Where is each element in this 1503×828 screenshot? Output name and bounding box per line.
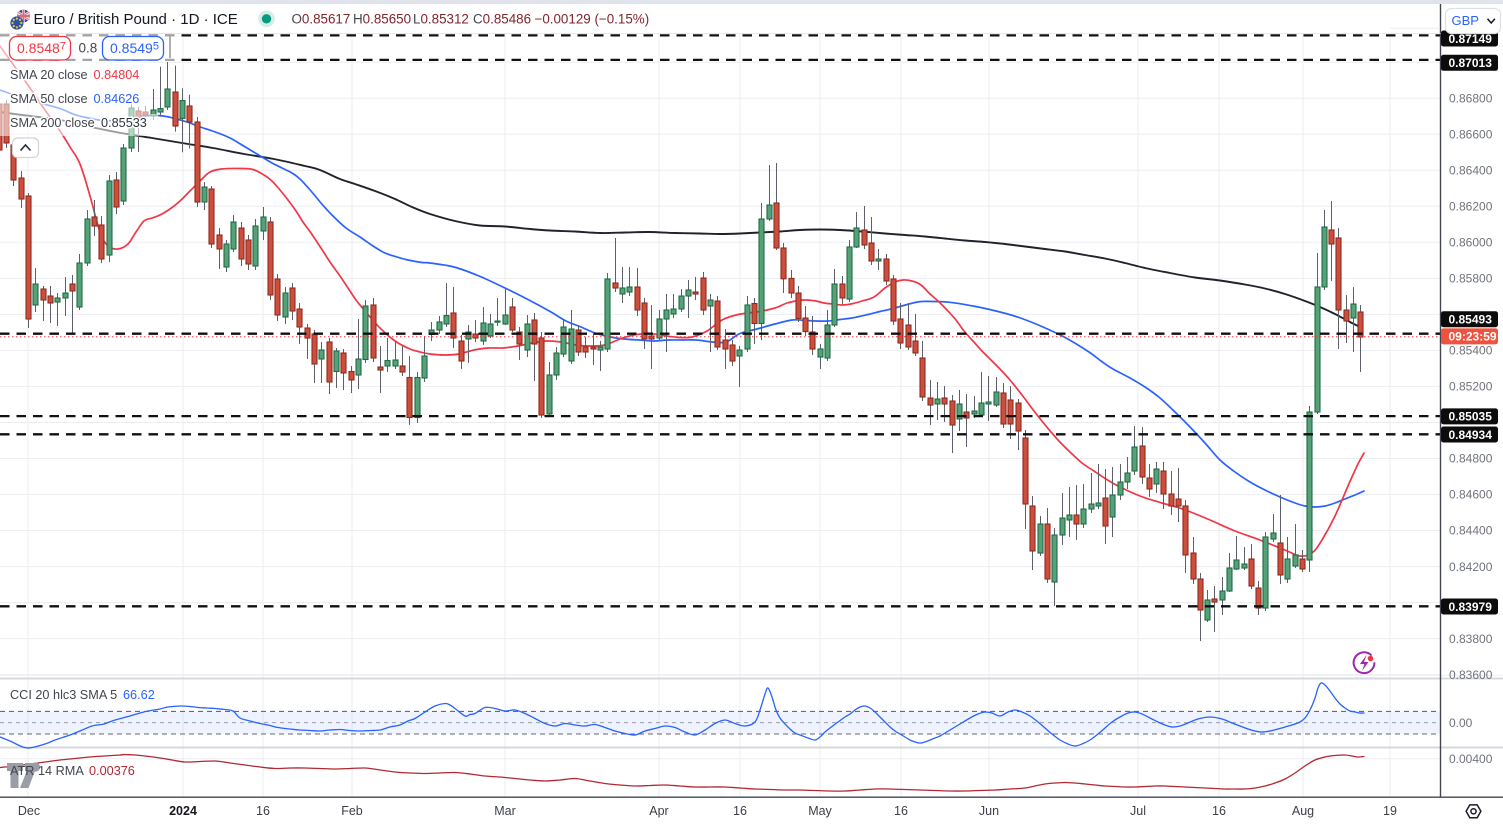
svg-text:09:23:59: 09:23:59: [1449, 330, 1497, 344]
svg-text:16: 16: [733, 804, 747, 818]
svg-text:0.84600: 0.84600: [1449, 488, 1493, 502]
svg-text:SMA 200 close: SMA 200 close: [10, 116, 95, 130]
svg-text:Jul: Jul: [1130, 804, 1146, 818]
svg-text:19: 19: [1383, 804, 1397, 818]
svg-text:0.00400: 0.00400: [1449, 752, 1493, 766]
svg-text:0.83800: 0.83800: [1449, 632, 1493, 646]
svg-text:0.83600: 0.83600: [1449, 668, 1493, 682]
svg-text:H0.85650: H0.85650: [353, 12, 411, 27]
svg-text:Aug: Aug: [1292, 804, 1314, 818]
svg-text:16: 16: [256, 804, 270, 818]
svg-text:0.87149: 0.87149: [1449, 32, 1493, 46]
svg-text:GBP: GBP: [1452, 13, 1479, 28]
svg-text:2024: 2024: [169, 804, 197, 818]
svg-text:0.86000: 0.86000: [1449, 236, 1493, 250]
svg-text:0.00376: 0.00376: [89, 764, 135, 778]
svg-text:Apr: Apr: [649, 804, 668, 818]
svg-text:May: May: [808, 804, 832, 818]
svg-text:0.86600: 0.86600: [1449, 128, 1493, 142]
svg-text:SMA 50 close: SMA 50 close: [10, 92, 88, 106]
svg-text:0.85495: 0.85495: [110, 40, 159, 56]
svg-text:0.85487: 0.85487: [17, 40, 66, 56]
svg-text:Mar: Mar: [494, 804, 516, 818]
svg-text:0.85200: 0.85200: [1449, 380, 1493, 394]
svg-text:16: 16: [894, 804, 908, 818]
svg-text:Jun: Jun: [979, 804, 999, 818]
svg-text:SMA 20 close: SMA 20 close: [10, 68, 88, 82]
svg-text:−0.00129 (−0.15%): −0.00129 (−0.15%): [535, 12, 650, 27]
svg-text:L0.85312: L0.85312: [413, 12, 469, 27]
svg-text:Dec: Dec: [18, 804, 40, 818]
svg-text:Euro / British Pound · 1D · IC: Euro / British Pound · 1D · ICE: [34, 11, 238, 28]
svg-text:0.84800: 0.84800: [1449, 452, 1493, 466]
svg-text:16: 16: [1212, 804, 1226, 818]
svg-text:0.86400: 0.86400: [1449, 164, 1493, 178]
svg-text:0.84934: 0.84934: [1449, 428, 1493, 442]
svg-text:0.85035: 0.85035: [1449, 410, 1493, 424]
svg-text:0.85493: 0.85493: [1449, 313, 1493, 327]
svg-text:0.85400: 0.85400: [1449, 344, 1493, 358]
svg-text:CCI 20 hlc3 SMA 5: CCI 20 hlc3 SMA 5: [10, 688, 117, 702]
svg-text:0.84400: 0.84400: [1449, 524, 1493, 538]
svg-text:0.84804: 0.84804: [94, 68, 140, 82]
svg-text:0.87013: 0.87013: [1449, 56, 1493, 70]
svg-text:0.86200: 0.86200: [1449, 200, 1493, 214]
svg-text:ATR 14 RMA: ATR 14 RMA: [10, 764, 84, 778]
svg-text:0.83979: 0.83979: [1449, 600, 1493, 614]
svg-text:66.62: 66.62: [123, 688, 155, 702]
svg-text:0.8: 0.8: [79, 41, 98, 56]
svg-text:0.84626: 0.84626: [94, 92, 140, 106]
svg-text:C0.85486: C0.85486: [473, 12, 531, 27]
svg-text:0.85800: 0.85800: [1449, 272, 1493, 286]
svg-text:0.85533: 0.85533: [101, 116, 147, 130]
svg-text:0.00: 0.00: [1449, 716, 1473, 730]
svg-text:O0.85617: O0.85617: [292, 12, 351, 27]
svg-text:0.84200: 0.84200: [1449, 560, 1493, 574]
svg-text:0.86800: 0.86800: [1449, 91, 1493, 105]
svg-text:Feb: Feb: [341, 804, 363, 818]
